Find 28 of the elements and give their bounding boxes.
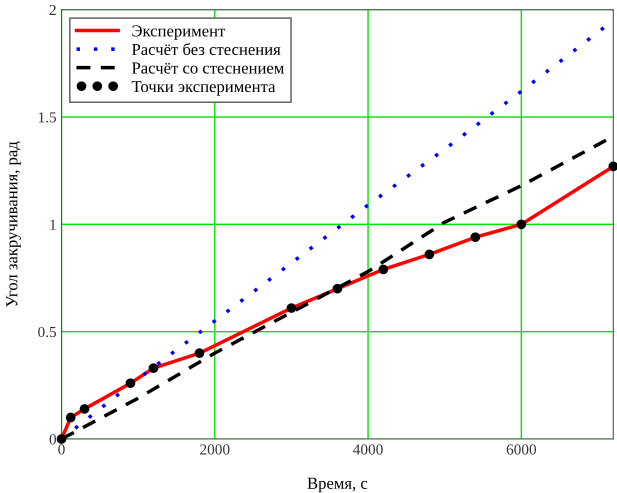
point [608, 162, 617, 172]
x-axis-title: Время, с [307, 478, 368, 492]
point [148, 363, 158, 374]
y-tick-label: 0 [50, 434, 56, 444]
point [126, 378, 136, 388]
x-tick-label: 6000 [506, 444, 536, 455]
point [286, 303, 296, 313]
x-tick-label: 0 [58, 444, 65, 455]
point [80, 404, 90, 414]
x-tick-label: 4000 [353, 444, 383, 455]
y-tick-label: 1 [50, 220, 56, 230]
point [332, 284, 342, 294]
point [516, 219, 526, 230]
legend-label: Расчёт со стеснением [132, 62, 284, 74]
point [470, 232, 480, 242]
y-tick-label: 1.5 [38, 112, 56, 123]
point [194, 348, 204, 358]
y-tick-label: 2 [50, 4, 56, 15]
x-tick-label: 2000 [200, 444, 230, 455]
point [66, 412, 76, 422]
legend-label: Расчёт без стеснения [132, 42, 280, 56]
legend-label: Эксперимент [132, 25, 226, 40]
y-axis-title: Угол закручивания, рад [6, 142, 21, 307]
point [378, 264, 388, 274]
point [56, 434, 66, 444]
y-tick-label: 0.5 [38, 326, 56, 338]
point [424, 250, 434, 260]
legend-label: Точки эксперимента [132, 81, 276, 96]
